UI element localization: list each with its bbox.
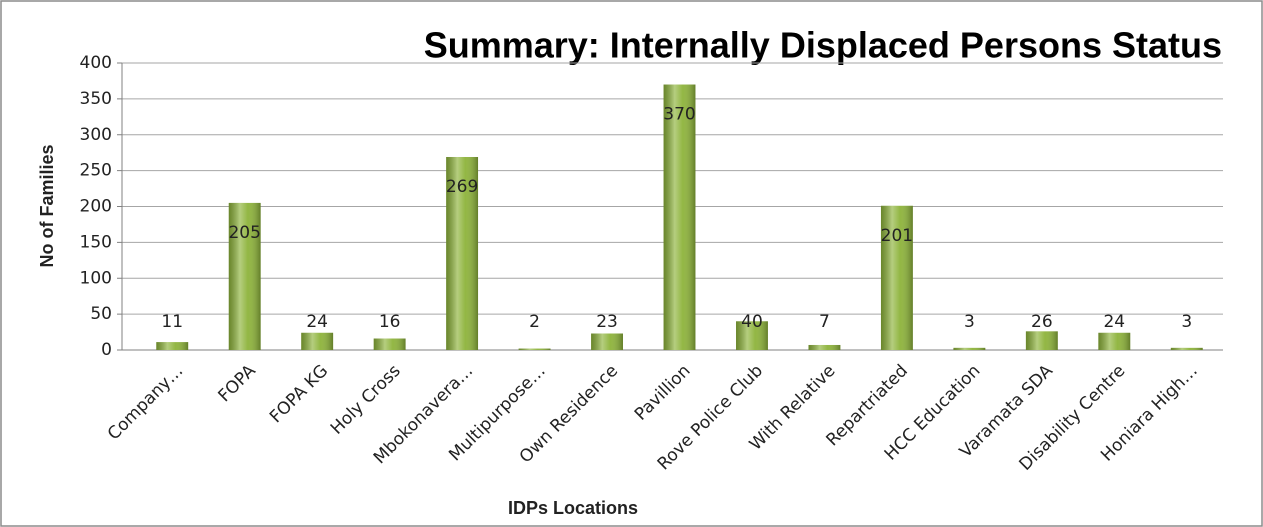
- bar-shade: [663, 84, 696, 351]
- data-label: 11: [161, 312, 183, 332]
- data-label: 205: [228, 223, 260, 243]
- data-label: 24: [306, 312, 328, 332]
- data-label: 24: [1103, 312, 1125, 332]
- bar-shade: [1098, 332, 1131, 350]
- bar-shade: [736, 321, 768, 350]
- data-label: 40: [741, 312, 763, 332]
- y-tick-label: 350: [80, 89, 112, 109]
- bar-shade: [228, 202, 261, 350]
- chart-title: Summary: Internally Displaced Persons St…: [424, 25, 1222, 66]
- data-label: 370: [663, 105, 695, 125]
- y-tick-label: 0: [101, 340, 112, 360]
- bar-shade: [373, 338, 406, 350]
- y-tick-label: 50: [90, 304, 112, 324]
- y-tick-label: 200: [80, 197, 112, 217]
- y-tick-label: 250: [80, 161, 112, 181]
- bar-shade: [446, 156, 479, 350]
- x-axis-label: IDPs Locations: [508, 498, 638, 518]
- data-label: 23: [596, 312, 618, 332]
- bar-shade: [953, 347, 986, 350]
- data-label: 7: [819, 312, 830, 332]
- data-label: 2: [529, 312, 540, 332]
- data-label: 3: [964, 312, 975, 332]
- data-label: 269: [446, 177, 478, 197]
- y-tick-label: 100: [80, 268, 112, 288]
- data-label: 16: [379, 312, 401, 332]
- bar-shade: [1025, 331, 1058, 350]
- y-axis-label: No of Families: [37, 144, 57, 267]
- bar-shade: [156, 342, 189, 350]
- bar-shade: [1170, 347, 1203, 350]
- y-tick-label: 150: [80, 232, 112, 252]
- data-label: 3: [1181, 312, 1192, 332]
- y-tick-label: 300: [80, 125, 112, 145]
- bar-shade: [808, 344, 841, 350]
- data-label: 201: [881, 226, 913, 246]
- bar-shade: [591, 333, 623, 350]
- data-label: 26: [1031, 312, 1053, 332]
- bar-shade: [301, 332, 334, 350]
- y-tick-label: 400: [80, 53, 112, 73]
- bar-shade: [518, 348, 551, 350]
- bar-shade: [880, 205, 913, 350]
